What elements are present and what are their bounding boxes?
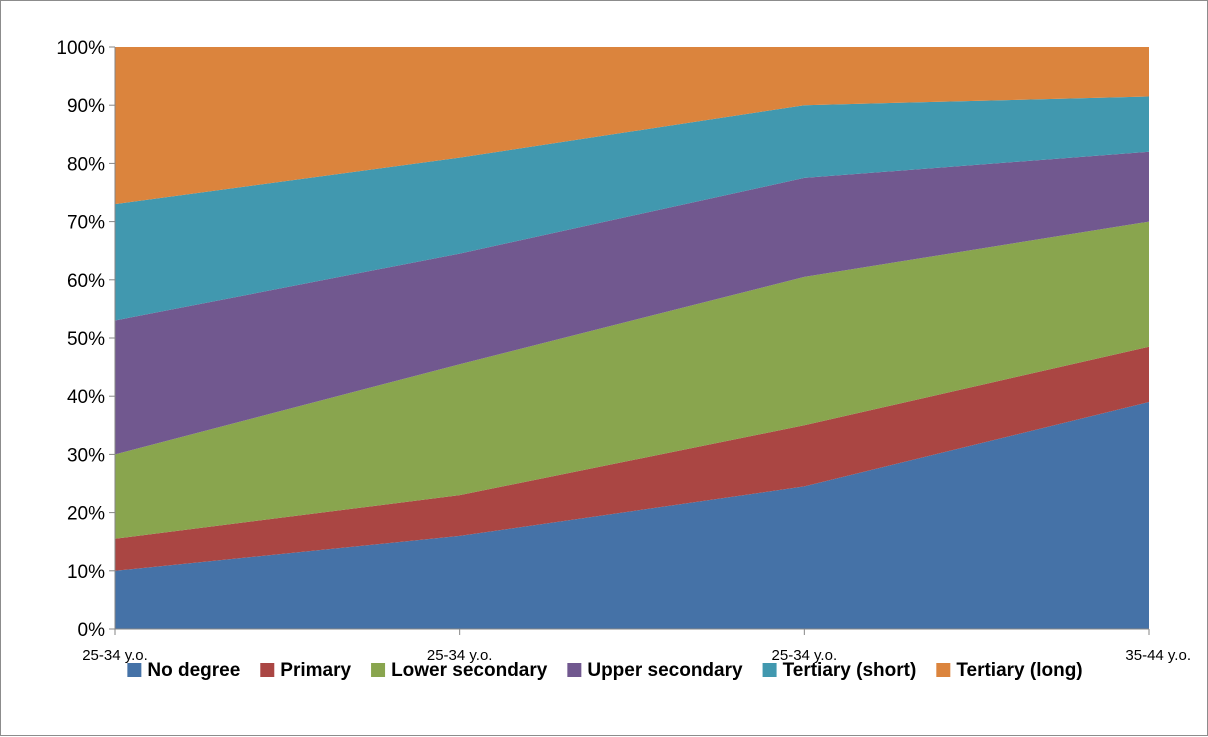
x-tick-label: 25-34 y.o. bbox=[427, 647, 493, 664]
areas-layer bbox=[115, 47, 1149, 629]
x-tick-label: 35-44 y.o. bbox=[1125, 647, 1191, 664]
legend-label-lower-secondary: Lower secondary bbox=[391, 660, 548, 681]
y-tick-label: 50% bbox=[67, 329, 105, 350]
x-tick-label: 25-34 y.o. bbox=[772, 647, 838, 664]
area-no-degree bbox=[115, 402, 1149, 629]
y-tick-label: 30% bbox=[67, 445, 105, 466]
legend-label-tertiary-short: Tertiary (short) bbox=[783, 660, 917, 681]
area-primary bbox=[115, 346, 1149, 571]
area-upper-secondary bbox=[115, 151, 1149, 455]
x-tick-label: 25-34 y.o. bbox=[82, 647, 148, 664]
legend-label-primary: Primary bbox=[280, 660, 351, 681]
y-tick-label: 100% bbox=[56, 38, 105, 59]
legend-swatch-upper-secondary bbox=[567, 663, 582, 677]
legend-label-upper-secondary: Upper secondary bbox=[587, 660, 743, 681]
legend-swatch-tertiary-long bbox=[936, 663, 951, 677]
y-tick-label: 20% bbox=[67, 504, 105, 525]
area-tertiary-short bbox=[115, 96, 1149, 321]
y-tick-label: 90% bbox=[67, 96, 105, 117]
y-tick-label: 40% bbox=[67, 387, 105, 408]
legend-label-no-degree: No degree bbox=[147, 660, 240, 681]
legend-swatch-lower-secondary bbox=[371, 663, 386, 677]
y-tick-label: 10% bbox=[67, 562, 105, 583]
legend-swatch-no-degree bbox=[127, 663, 142, 677]
y-tick-label: 60% bbox=[67, 271, 105, 292]
area-lower-secondary bbox=[115, 221, 1149, 539]
y-tick-label: 80% bbox=[67, 154, 105, 175]
y-tick-label: 70% bbox=[67, 213, 105, 234]
legend: No degree Primary Lower secondary Upper sec… bbox=[127, 660, 1083, 681]
legend-label-tertiary-long: Tertiary (long) bbox=[956, 660, 1082, 681]
area-tertiary-long bbox=[115, 47, 1149, 205]
legend-swatch-primary bbox=[260, 663, 275, 677]
y-tick-label: 0% bbox=[78, 620, 106, 641]
axes-layer: 0% 10% 20% 30% 40% 50% 60% 70% 80% 90% 100% 25-34 y… bbox=[56, 38, 1191, 664]
legend-swatch-tertiary-short bbox=[762, 663, 777, 677]
